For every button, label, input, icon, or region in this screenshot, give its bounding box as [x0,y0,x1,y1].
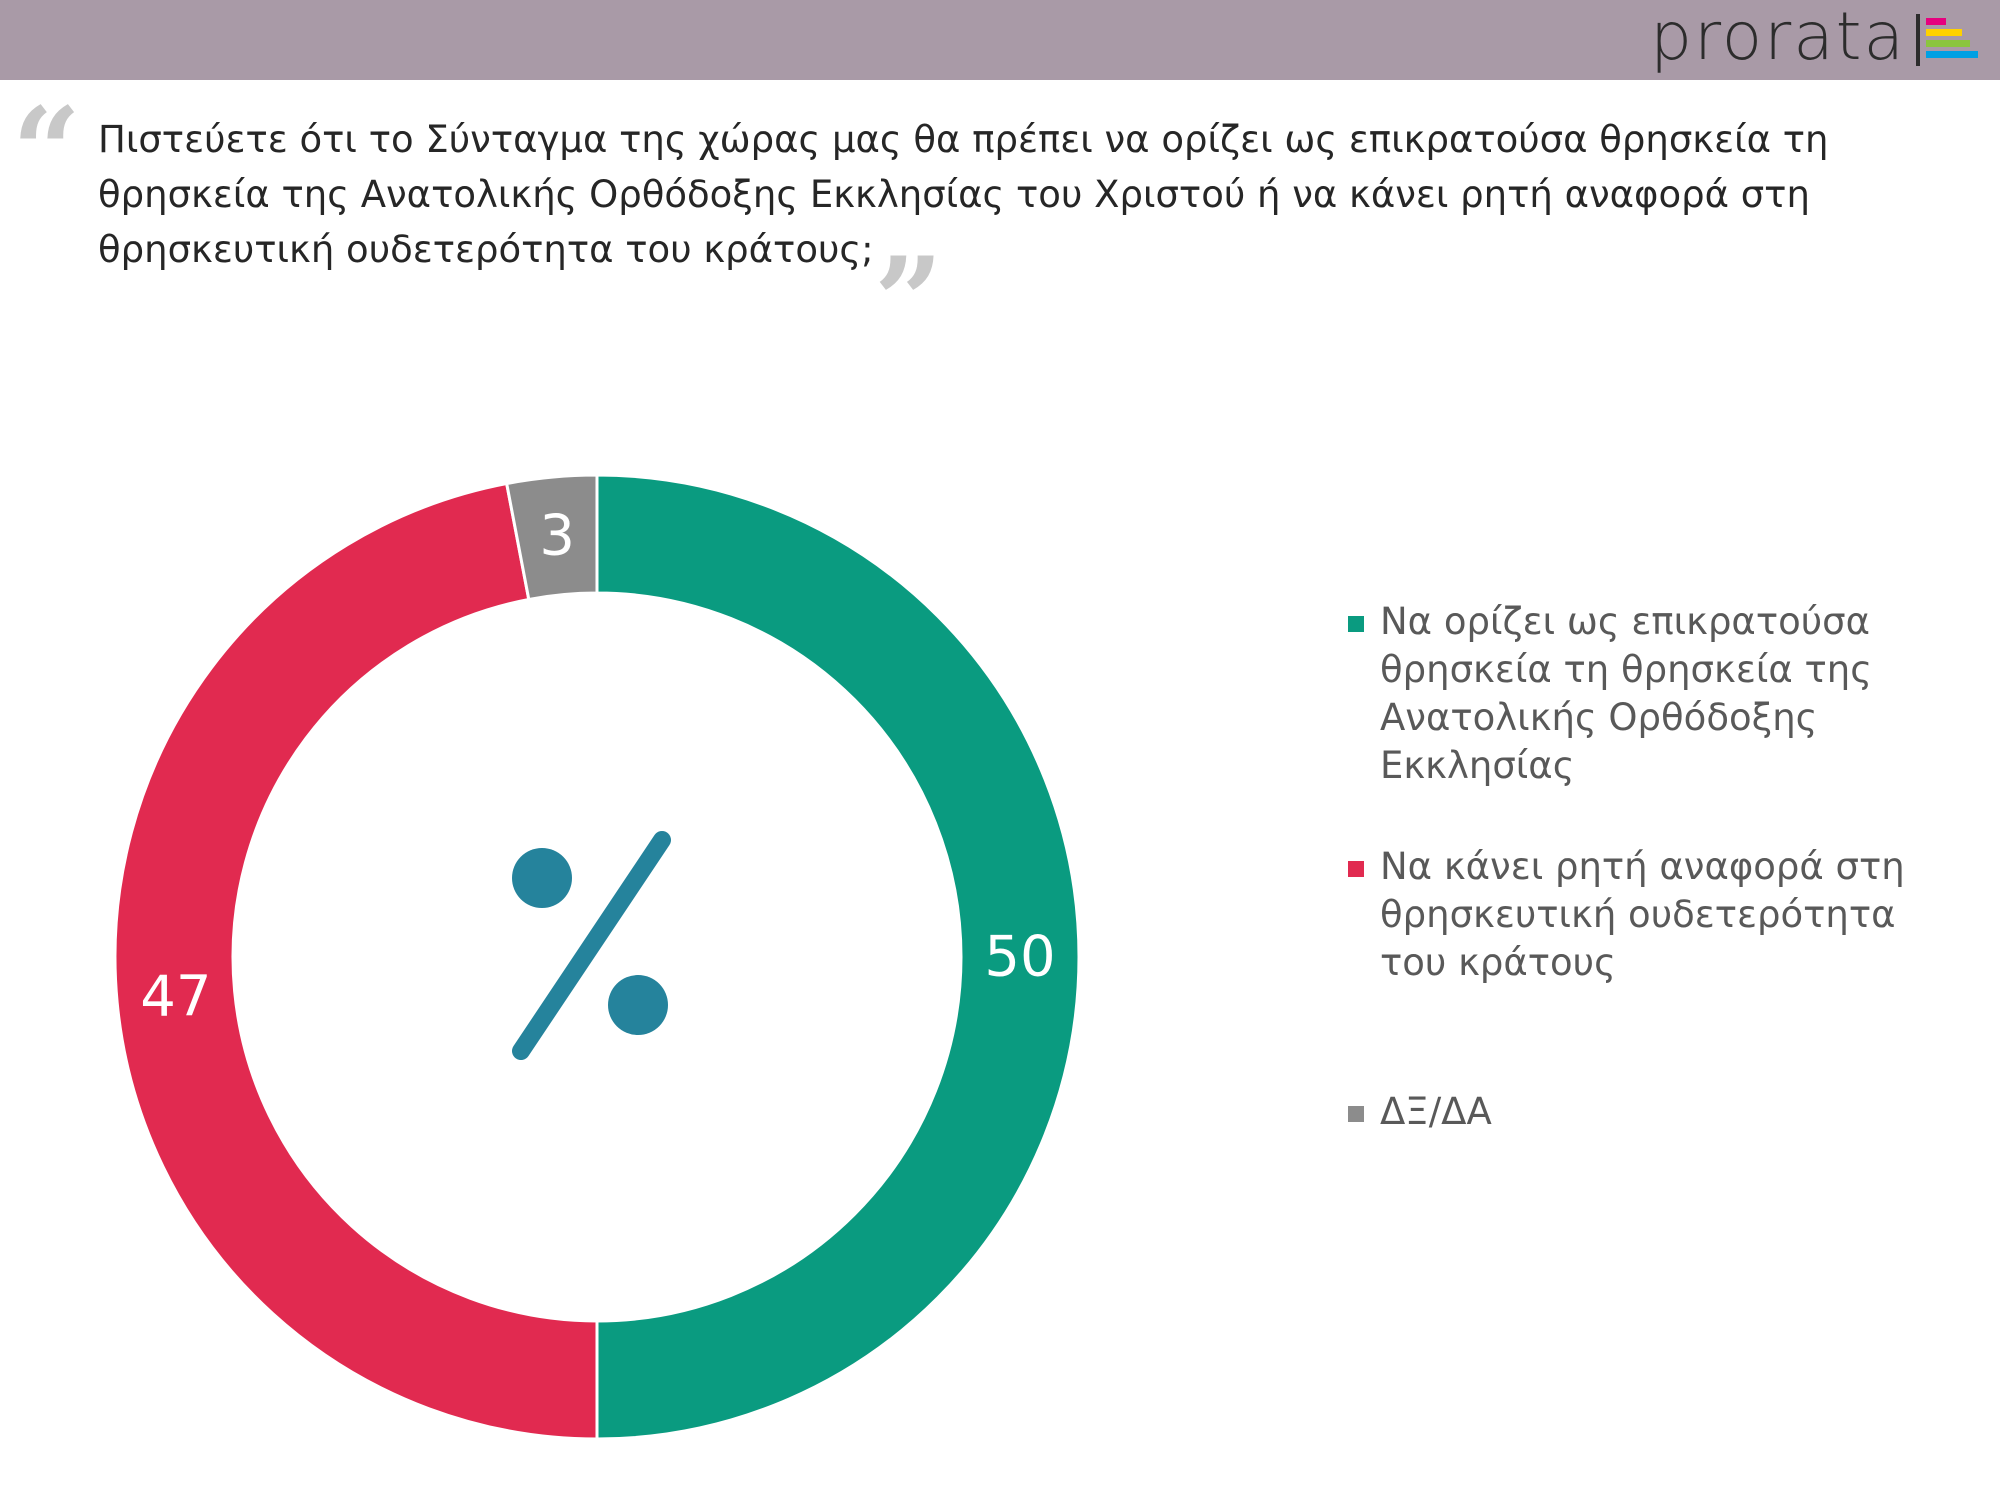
legend-item-religious-neutrality: Να κάνει ρητή αναφορά στη θρησκευτική ου… [1348,843,1940,987]
legend-label: Να κάνει ρητή αναφορά στη θρησκευτική ου… [1380,845,1905,984]
donut-slices [113,473,1081,1441]
header-bar: prorata [0,0,2000,80]
closing-quote-icon: ” [874,231,944,372]
legend-label: Να ορίζει ως επικρατούσα θρησκεία τη θρη… [1380,600,1872,787]
slice-value-label: 50 [984,925,1055,990]
opening-quote-icon: “ [12,81,82,222]
brand: prorata [1650,0,1980,80]
legend-item-dont-know: ΔΞ/ΔΑ [1348,1088,1940,1136]
brand-name: prorata [1650,0,1906,75]
survey-question: Πιστεύετε ότι το Σύνταγμα της χώρας μας … [98,118,1829,271]
percent-icon [512,831,671,1060]
slice-dont-know [504,473,599,602]
slice-value-label: 3 [539,503,575,568]
legend-swatch [1348,616,1364,632]
legend-swatch [1348,1106,1364,1122]
slice-value-label: 47 [140,964,211,1029]
legend-swatch [1348,861,1364,877]
slice-religious-neutrality [113,481,599,1441]
slice-established-religion [595,473,1081,1441]
legend-label: ΔΞ/ΔΑ [1380,1090,1492,1133]
brand-logo-icon [1916,14,1978,66]
legend-item-established-religion: Να ορίζει ως επικρατούσα θρησκεία τη θρη… [1348,598,1940,790]
donut-value-labels: 50 47 3 [140,503,1055,1029]
